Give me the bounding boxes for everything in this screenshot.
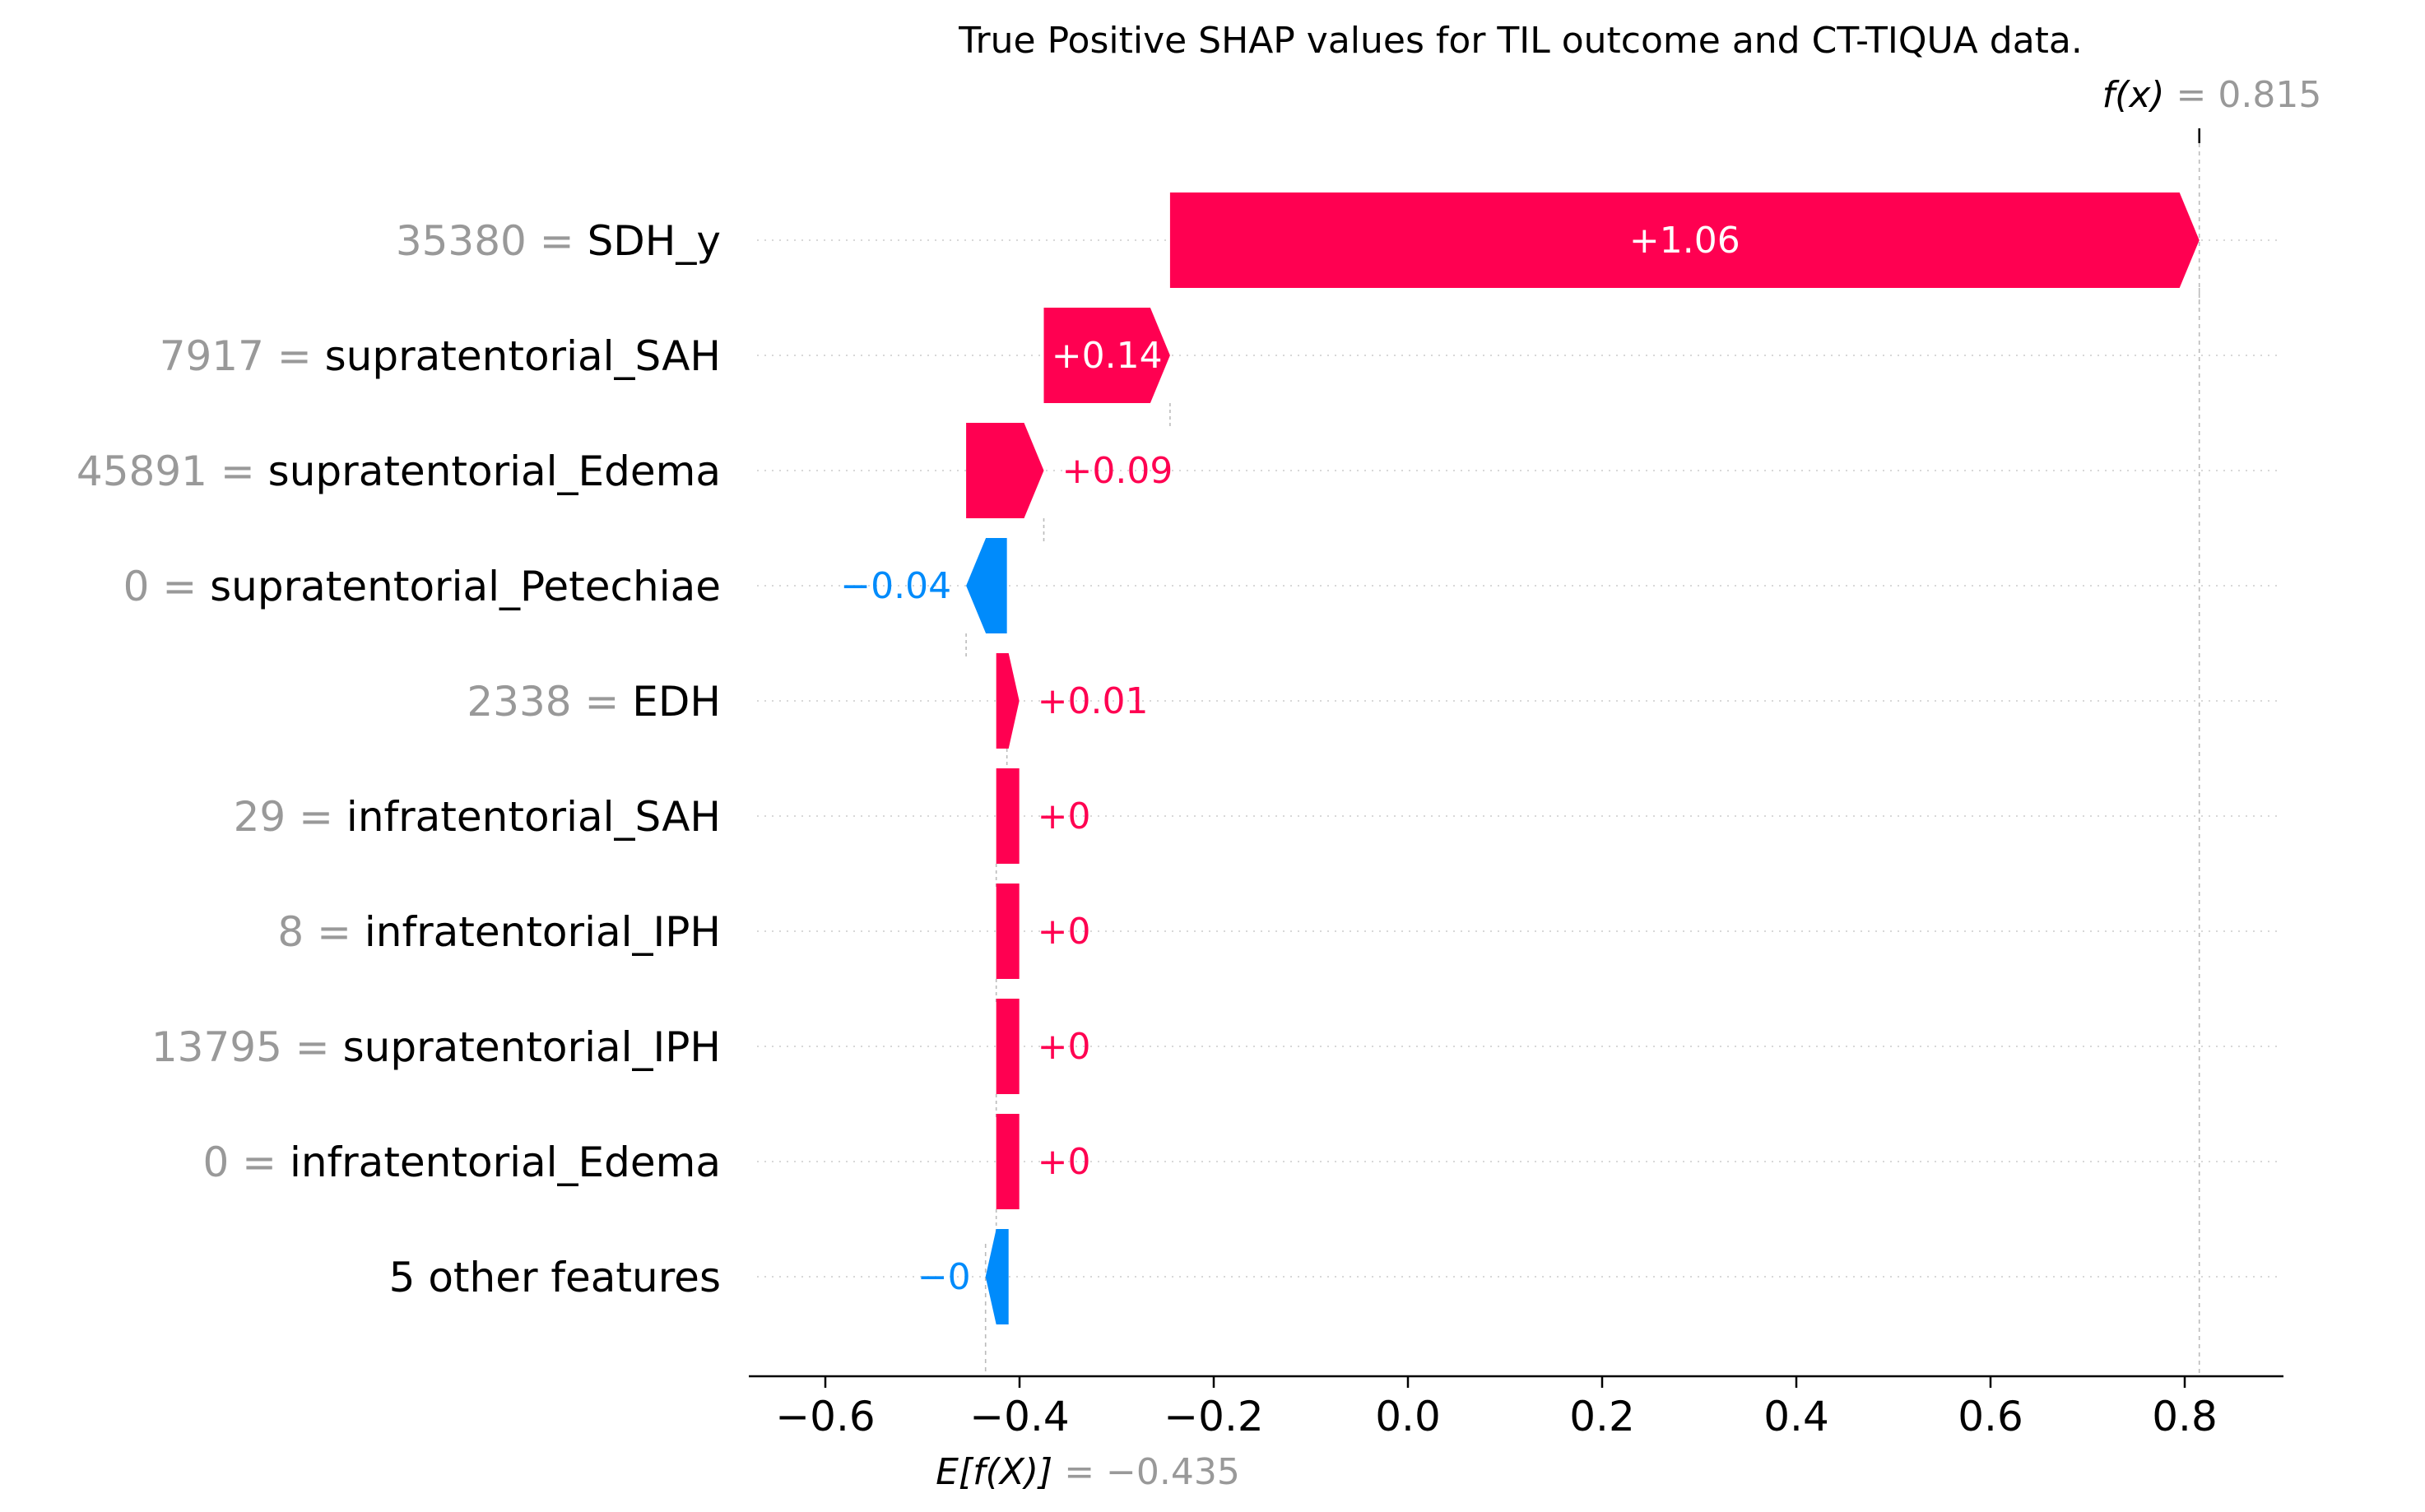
bar-value-label: +1.06 [1629, 220, 1740, 262]
bar-value-label: +0.14 [1052, 335, 1163, 377]
x-axis: −0.6 −0.4 −0.2 0.0 0.2 0.4 0.6 0.8 [749, 128, 2283, 1440]
feature-name: SDH_y [588, 217, 721, 265]
feature-value: 7917 = [160, 332, 325, 380]
bar-value-label: −0.04 [840, 565, 951, 607]
value-guides [965, 143, 2200, 1376]
x-tick-label: 0.8 [2152, 1393, 2218, 1440]
feature-name: supratentorial_SAH [325, 332, 721, 380]
feature-label: 0 = infratentorial_Edema [202, 1139, 721, 1186]
output-value-text: = 0.815 [2165, 74, 2322, 116]
bar-value-label: +0 [1038, 911, 1091, 953]
base-value-text: = −0.435 [1052, 1451, 1240, 1493]
bar-value-label: +0 [1038, 1141, 1091, 1183]
shap-bar [996, 1114, 1020, 1209]
feature-label: 29 = infratentorial_SAH [234, 793, 721, 841]
bar-value-label: +0.09 [1062, 450, 1173, 492]
bars: +1.06 +0.14 +0.09 −0.04 +0.01 +0 +0 +0 +0 −0 [840, 192, 2200, 1324]
feature-value: 29 = [234, 793, 346, 841]
x-tick-label: 0.0 [1375, 1393, 1441, 1440]
feature-labels: 35380 = SDH_y 7917 = supratentorial_SAH 45… [77, 217, 721, 1301]
output-value-symbol: f(x) [2102, 74, 2165, 116]
shap-bar [966, 538, 1007, 633]
output-value-label: f(x) = 0.815 [2102, 74, 2322, 116]
feature-label: 13795 = supratentorial_IPH [151, 1023, 721, 1071]
x-tick-label: 0.2 [1569, 1393, 1635, 1440]
feature-label: 7917 = supratentorial_SAH [160, 332, 721, 380]
shap-bar [996, 999, 1020, 1094]
x-tick-label: 0.4 [1763, 1393, 1829, 1440]
feature-value: 8 = [277, 908, 365, 956]
feature-name: infratentorial_SAH [346, 793, 721, 841]
feature-value: 0 = [202, 1139, 290, 1186]
bar-value-label: +0.01 [1038, 680, 1149, 722]
feature-name: infratentorial_IPH [365, 908, 721, 956]
chart-title: True Positive SHAP values for TIL outcom… [958, 20, 2083, 62]
feature-name: supratentorial_Petechiae [210, 563, 721, 610]
row-gridlines [757, 239, 2279, 1278]
shap-bar [1169, 192, 2200, 288]
shap-bar [996, 653, 1020, 749]
feature-name: supratentorial_Edema [268, 448, 721, 495]
feature-value: 45891 = [77, 448, 268, 495]
feature-label: 45891 = supratentorial_Edema [77, 448, 721, 495]
feature-label: 35380 = SDH_y [396, 217, 721, 265]
shap-bar [966, 423, 1044, 518]
feature-name: EDH [632, 678, 721, 726]
feature-label: 0 = supratentorial_Petechiae [123, 563, 721, 610]
feature-label: 8 = infratentorial_IPH [277, 908, 721, 956]
shap-bar [1043, 308, 1170, 403]
x-tick-label: −0.2 [1164, 1393, 1263, 1440]
base-value-symbol: E[f(X)] [936, 1451, 1052, 1493]
shap-bar [985, 1229, 1009, 1324]
feature-value: 0 = [123, 563, 211, 610]
feature-value: 2338 = [467, 678, 632, 726]
feature-name: supratentorial_IPH [343, 1023, 721, 1071]
feature-name: 5 other features [389, 1254, 721, 1301]
feature-label: 5 other features [389, 1254, 721, 1301]
feature-name: infratentorial_Edema [290, 1139, 721, 1186]
feature-value: 35380 = [396, 217, 588, 265]
bar-value-label: −0 [918, 1256, 971, 1298]
feature-value: 13795 = [151, 1023, 343, 1071]
shap-bar [996, 884, 1020, 979]
bar-value-label: +0 [1038, 795, 1091, 837]
shap-bar [996, 768, 1020, 864]
bar-value-label: +0 [1038, 1026, 1091, 1068]
x-tick-label: −0.6 [775, 1393, 875, 1440]
x-tick-label: −0.4 [969, 1393, 1069, 1440]
x-tick-label: 0.6 [1958, 1393, 2023, 1440]
base-value-label: E[f(X)] = −0.435 [936, 1451, 1240, 1493]
feature-label: 2338 = EDH [467, 678, 721, 726]
